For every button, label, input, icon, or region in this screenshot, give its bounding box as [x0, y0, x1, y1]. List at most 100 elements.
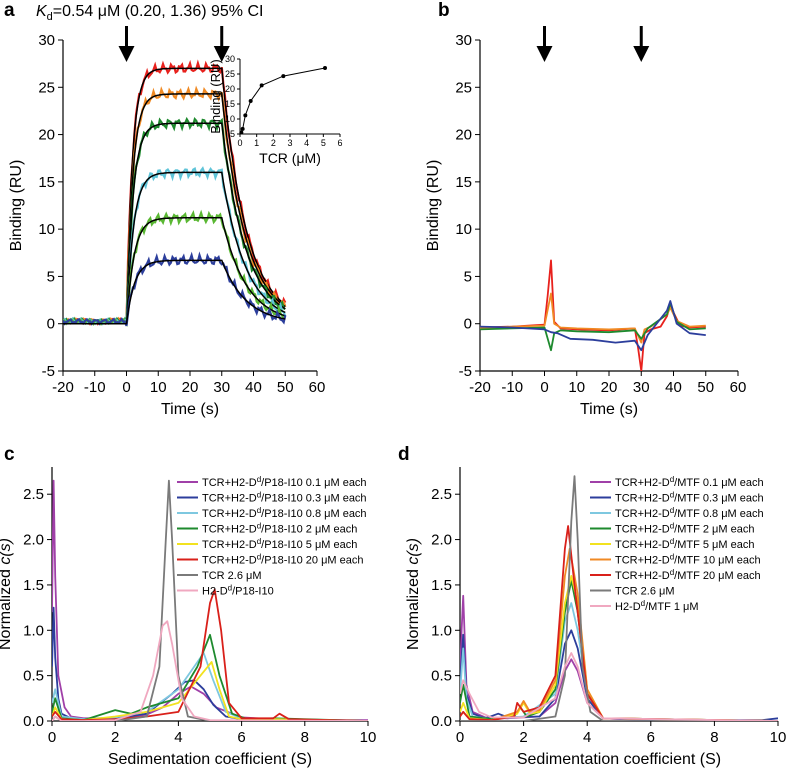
y-tick-label: 2.0: [431, 532, 452, 549]
injection-arrow-head: [536, 46, 553, 62]
legend-label-main: TCR 2.6 μM: [202, 570, 262, 582]
legend-label-main: TCR+H2-D: [202, 477, 257, 489]
x-tick-label: 50: [697, 379, 714, 396]
legend-label-tail: /MTF 10 μM each: [674, 555, 760, 567]
x-tick-label: 6: [237, 729, 245, 746]
panel-c: c 0.0 0.5 1.0 1.5 2.0 2.5 0 2 4 6 8 10 Sedimentation …: [0, 444, 376, 768]
x-tick-label: 10: [150, 379, 167, 396]
injection-arrow-head: [633, 46, 650, 62]
y-axis-label-part: c(s): [405, 538, 422, 565]
legend-label: TCR 2.6 μM: [202, 570, 262, 582]
legend-label-main: H2-D: [202, 586, 228, 598]
x-tick-label: 60: [309, 379, 326, 396]
legend-label-tail: /MTF 2 μM each: [674, 524, 754, 536]
legend-label: TCR+H2-Dd/P18-I10 0.1 μM each: [202, 475, 367, 489]
inset-y-tick-label: 20: [225, 84, 235, 94]
legend-label-tail: /P18-I10 2 μM each: [261, 524, 357, 536]
y-tick-label: 25: [38, 79, 55, 96]
legend-label-tail: /MTF 5 μM each: [674, 539, 754, 551]
series-line: [52, 652, 368, 721]
y-tick-label: 0.5: [23, 668, 44, 685]
legend-label-main: TCR 2.6 μM: [615, 586, 675, 598]
x-tick-label: -20: [52, 379, 74, 396]
legend-label-tail: /MTF 20 μM each: [674, 570, 760, 582]
legend-label: TCR+H2-Dd/MTF 5 μM each: [615, 537, 754, 551]
inset-point: [243, 113, 248, 118]
plot-area: [460, 475, 778, 721]
legend-label-sup: d: [257, 506, 261, 515]
x-tick-label: 0: [48, 729, 56, 746]
plot-area: [52, 479, 368, 721]
panel-letter: d: [398, 444, 410, 465]
x-axis-label: Sedimentation coefficient (S): [108, 751, 312, 768]
plot-area: [63, 59, 287, 328]
series-line: [52, 479, 368, 721]
legend-label-tail: /P18-I10 20 μM each: [261, 555, 363, 567]
y-tick-label: 0.5: [431, 668, 452, 685]
x-tick-label: -10: [501, 379, 523, 396]
legend-label-tail: /P18-I10 5 μM each: [261, 539, 357, 551]
legend-label-main: TCR+H2-D: [615, 508, 670, 520]
inset-x-label: TCR (μM): [259, 150, 321, 166]
x-tick-label: 8: [710, 729, 718, 746]
y-tick-label: 2.0: [23, 532, 44, 549]
legend-label: TCR+H2-Dd/P18-I10 20 μM each: [202, 553, 364, 567]
legend-label-sup: d: [257, 537, 261, 546]
legend-label-tail: /MTF 1 μM: [645, 601, 698, 613]
y-tick-label: 2.5: [23, 486, 44, 503]
legend-label-sup: d: [670, 475, 674, 484]
inset-y-tick-label: 10: [225, 114, 235, 124]
legend-label-main: H2-D: [615, 601, 641, 613]
y-tick-label: 5: [47, 268, 55, 285]
legend-label-main: TCR+H2-D: [202, 555, 257, 567]
y-tick-label: 15: [38, 174, 55, 191]
legend-label-main: TCR+H2-D: [202, 508, 257, 520]
inset-point: [281, 74, 286, 79]
x-axis-label: Time (s): [161, 401, 219, 418]
inset-x-tick-label: 1: [254, 138, 259, 148]
x-tick-label: 10: [360, 729, 377, 746]
panel-letter: b: [438, 0, 450, 21]
panel-letter: c: [4, 444, 15, 465]
inset-x-tick-label: 2: [271, 138, 276, 148]
x-tick-label: 8: [301, 729, 309, 746]
legend-label-tail: /MTF 0.8 μM each: [674, 508, 763, 520]
x-tick-label: 2: [111, 729, 119, 746]
inset-point: [239, 130, 244, 135]
x-tick-label: 50: [277, 379, 294, 396]
x-tick-label: 0: [122, 379, 130, 396]
y-axis-label-part: c(s): [0, 538, 14, 565]
x-tick-label: -10: [84, 379, 106, 396]
x-tick-label: 6: [647, 729, 655, 746]
legend-label-main: TCR+H2-D: [615, 477, 670, 489]
inset-y-tick-label: 15: [225, 99, 235, 109]
y-tick-label: 30: [455, 32, 472, 49]
x-tick-label: 4: [174, 729, 182, 746]
y-tick-label: 0: [464, 316, 472, 333]
injection-arrow-head: [118, 46, 135, 62]
x-tick-label: 10: [770, 729, 787, 746]
legend-label: H2-Dd/P18-I10: [202, 584, 274, 598]
legend-label-main: TCR+H2-D: [615, 539, 670, 551]
plot-area: [480, 259, 706, 371]
panel-letter: a: [4, 0, 15, 21]
x-tick-label: 60: [730, 379, 747, 396]
legend-label-main: TCR+H2-D: [615, 493, 670, 505]
y-tick-label: 20: [38, 127, 55, 144]
legend-label-main: TCR+H2-D: [615, 555, 670, 567]
legend-label-sup: d: [228, 584, 232, 593]
fit-line: [63, 259, 286, 325]
y-tick-label: 1.5: [23, 577, 44, 594]
y-axis-label-part: Normalized: [0, 565, 14, 650]
y-tick-label: 0.0: [23, 713, 44, 730]
legend-label: TCR+H2-Dd/MTF 0.1 μM each: [615, 475, 764, 489]
legend-label-sup: d: [670, 537, 674, 546]
y-tick-label: 0.0: [431, 713, 452, 730]
legend-label: TCR+H2-Dd/P18-I10 5 μM each: [202, 537, 357, 551]
legend-label-sup: d: [670, 553, 674, 562]
y-tick-label: 5: [464, 268, 472, 285]
legend-label: TCR+H2-Dd/P18-I10 0.8 μM each: [202, 506, 367, 520]
series-line: [52, 620, 368, 721]
inset-x-tick-label: 6: [337, 138, 342, 148]
